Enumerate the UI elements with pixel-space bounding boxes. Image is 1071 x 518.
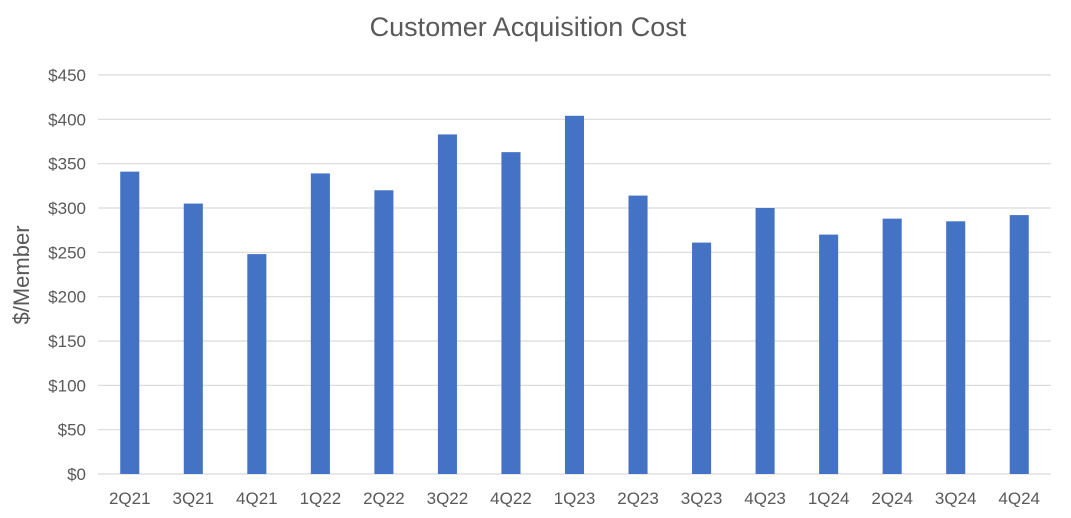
x-tick-label: 1Q24: [808, 489, 850, 508]
y-tick-label: $0: [67, 465, 86, 484]
y-tick-label: $300: [48, 199, 86, 218]
x-tick-label: 4Q22: [490, 489, 532, 508]
bar-3Q23: [692, 242, 712, 474]
bar-3Q21: [183, 203, 203, 475]
x-tick-label: 3Q23: [681, 489, 723, 508]
x-tick-label: 4Q24: [998, 489, 1040, 508]
y-tick-label: $100: [48, 376, 86, 395]
x-axis-ticks: 2Q21 3Q21 4Q21 1Q22 2Q22 3Q22 4Q22 1Q23 2Q23 3Q23…: [109, 489, 1040, 508]
x-tick-label: 3Q21: [173, 489, 215, 508]
bars: [120, 115, 1029, 475]
chart-title: Customer Acquisition Cost: [370, 12, 687, 42]
bar-4Q22: [501, 152, 521, 474]
x-tick-label: 3Q24: [935, 489, 977, 508]
x-tick-label: 4Q23: [744, 489, 786, 508]
bar-1Q22: [310, 173, 330, 475]
bar-2Q22: [374, 190, 394, 474]
y-tick-label: $250: [48, 243, 86, 262]
y-axis-label: $/Member: [9, 225, 34, 324]
x-tick-label: 1Q22: [300, 489, 342, 508]
x-tick-label: 4Q21: [236, 489, 278, 508]
bar-1Q23: [564, 115, 585, 474]
x-tick-label: 2Q22: [363, 489, 405, 508]
y-tick-label: $450: [48, 66, 86, 85]
bar-1Q24: [819, 234, 839, 474]
bar-2Q21: [120, 171, 140, 474]
y-tick-label: $350: [48, 155, 86, 174]
x-tick-label: 2Q24: [871, 489, 913, 508]
bar-4Q23: [755, 208, 775, 474]
y-tick-label: $150: [48, 332, 86, 351]
bar-2Q24: [882, 218, 902, 474]
x-tick-label: 2Q23: [617, 489, 659, 508]
y-axis-ticks: $0 $50 $100 $150 $200 $250 $300 $350 $400 $450: [48, 66, 86, 484]
x-tick-label: 3Q22: [427, 489, 469, 508]
y-tick-label: $50: [58, 421, 86, 440]
bar-4Q21: [247, 254, 267, 474]
bar-3Q24: [946, 221, 966, 474]
bar-2Q23: [628, 195, 648, 474]
bar-4Q24: [1009, 215, 1029, 475]
y-tick-label: $400: [48, 110, 86, 129]
bar-3Q22: [437, 134, 457, 474]
x-tick-label: 1Q23: [554, 489, 596, 508]
x-tick-label: 2Q21: [109, 489, 151, 508]
y-tick-label: $200: [48, 288, 86, 307]
